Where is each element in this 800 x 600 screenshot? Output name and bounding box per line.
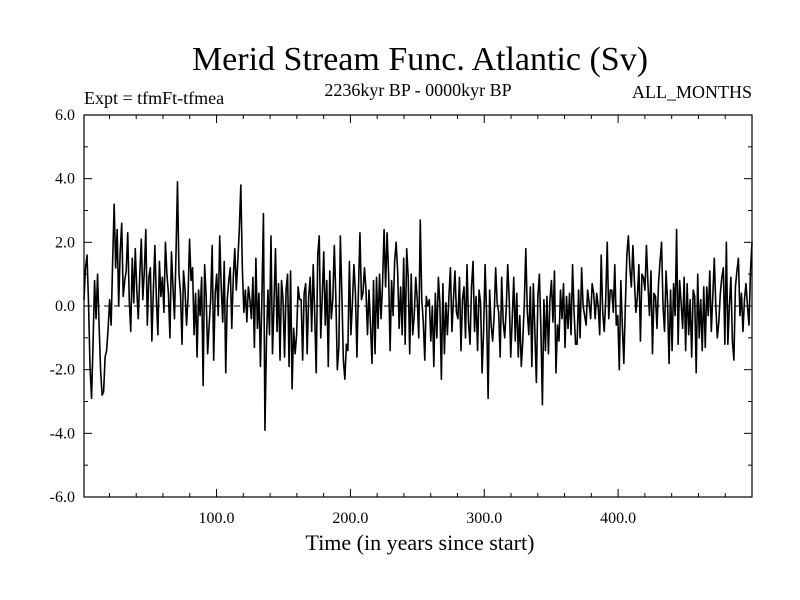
- y-tick-label: 4.0: [55, 171, 75, 188]
- y-tick-label: -2.0: [50, 362, 75, 379]
- x-tick-label: 100.0: [199, 510, 235, 527]
- y-tick-label: -6.0: [50, 489, 75, 506]
- y-tick-label: 0.0: [55, 298, 75, 315]
- x-tick-label: 400.0: [600, 510, 636, 527]
- y-tick-label: 6.0: [55, 107, 75, 124]
- x-tick-label: 200.0: [332, 510, 368, 527]
- plot-frame: [83, 114, 753, 498]
- chart-subtitle-right: ALL_MONTHS: [632, 82, 752, 102]
- x-axis-label: Time (in years since start): [306, 530, 535, 555]
- y-tick-label: -4.0: [50, 425, 75, 442]
- chart-subtitle-center: 2236kyr BP - 0000kyr BP: [324, 80, 511, 100]
- chart-subtitle-left: Expt = tfmFt-tfmea: [84, 88, 224, 108]
- series-line: [83, 181, 753, 431]
- x-tick-label: 300.0: [466, 510, 502, 527]
- chart-title: Merid Stream Func. Atlantic (Sv): [192, 41, 648, 78]
- y-tick-label: 2.0: [55, 234, 75, 251]
